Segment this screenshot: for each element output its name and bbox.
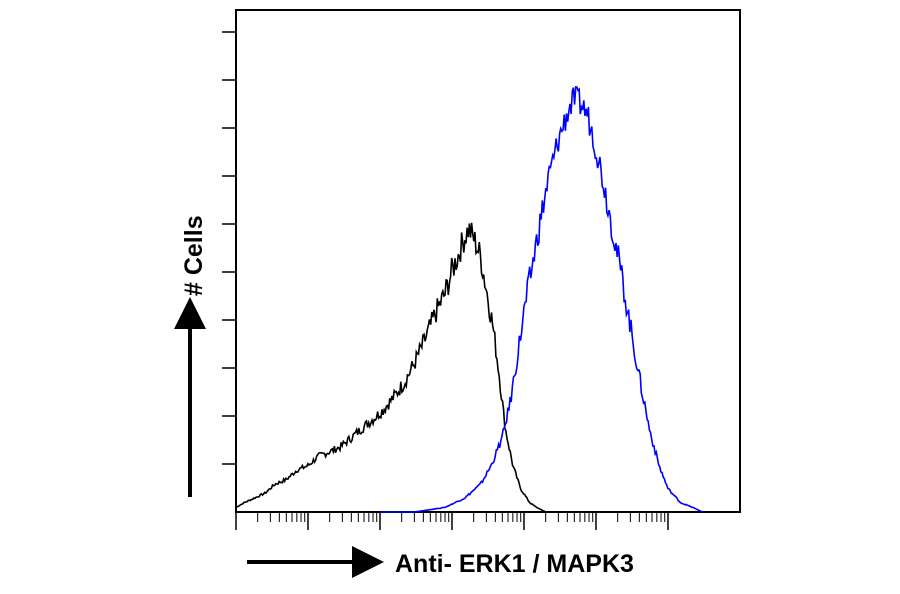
x-axis-ticks [235,512,669,530]
y-axis-ticks [222,31,236,465]
y-axis-label: # Cells [180,215,208,296]
plot-frame [235,9,741,513]
control-histogram-line [235,222,547,513]
x-axis-label: Anti- ERK1 / MAPK3 [395,550,634,578]
erk1-histogram-line [380,85,703,513]
series-layer [235,85,703,513]
